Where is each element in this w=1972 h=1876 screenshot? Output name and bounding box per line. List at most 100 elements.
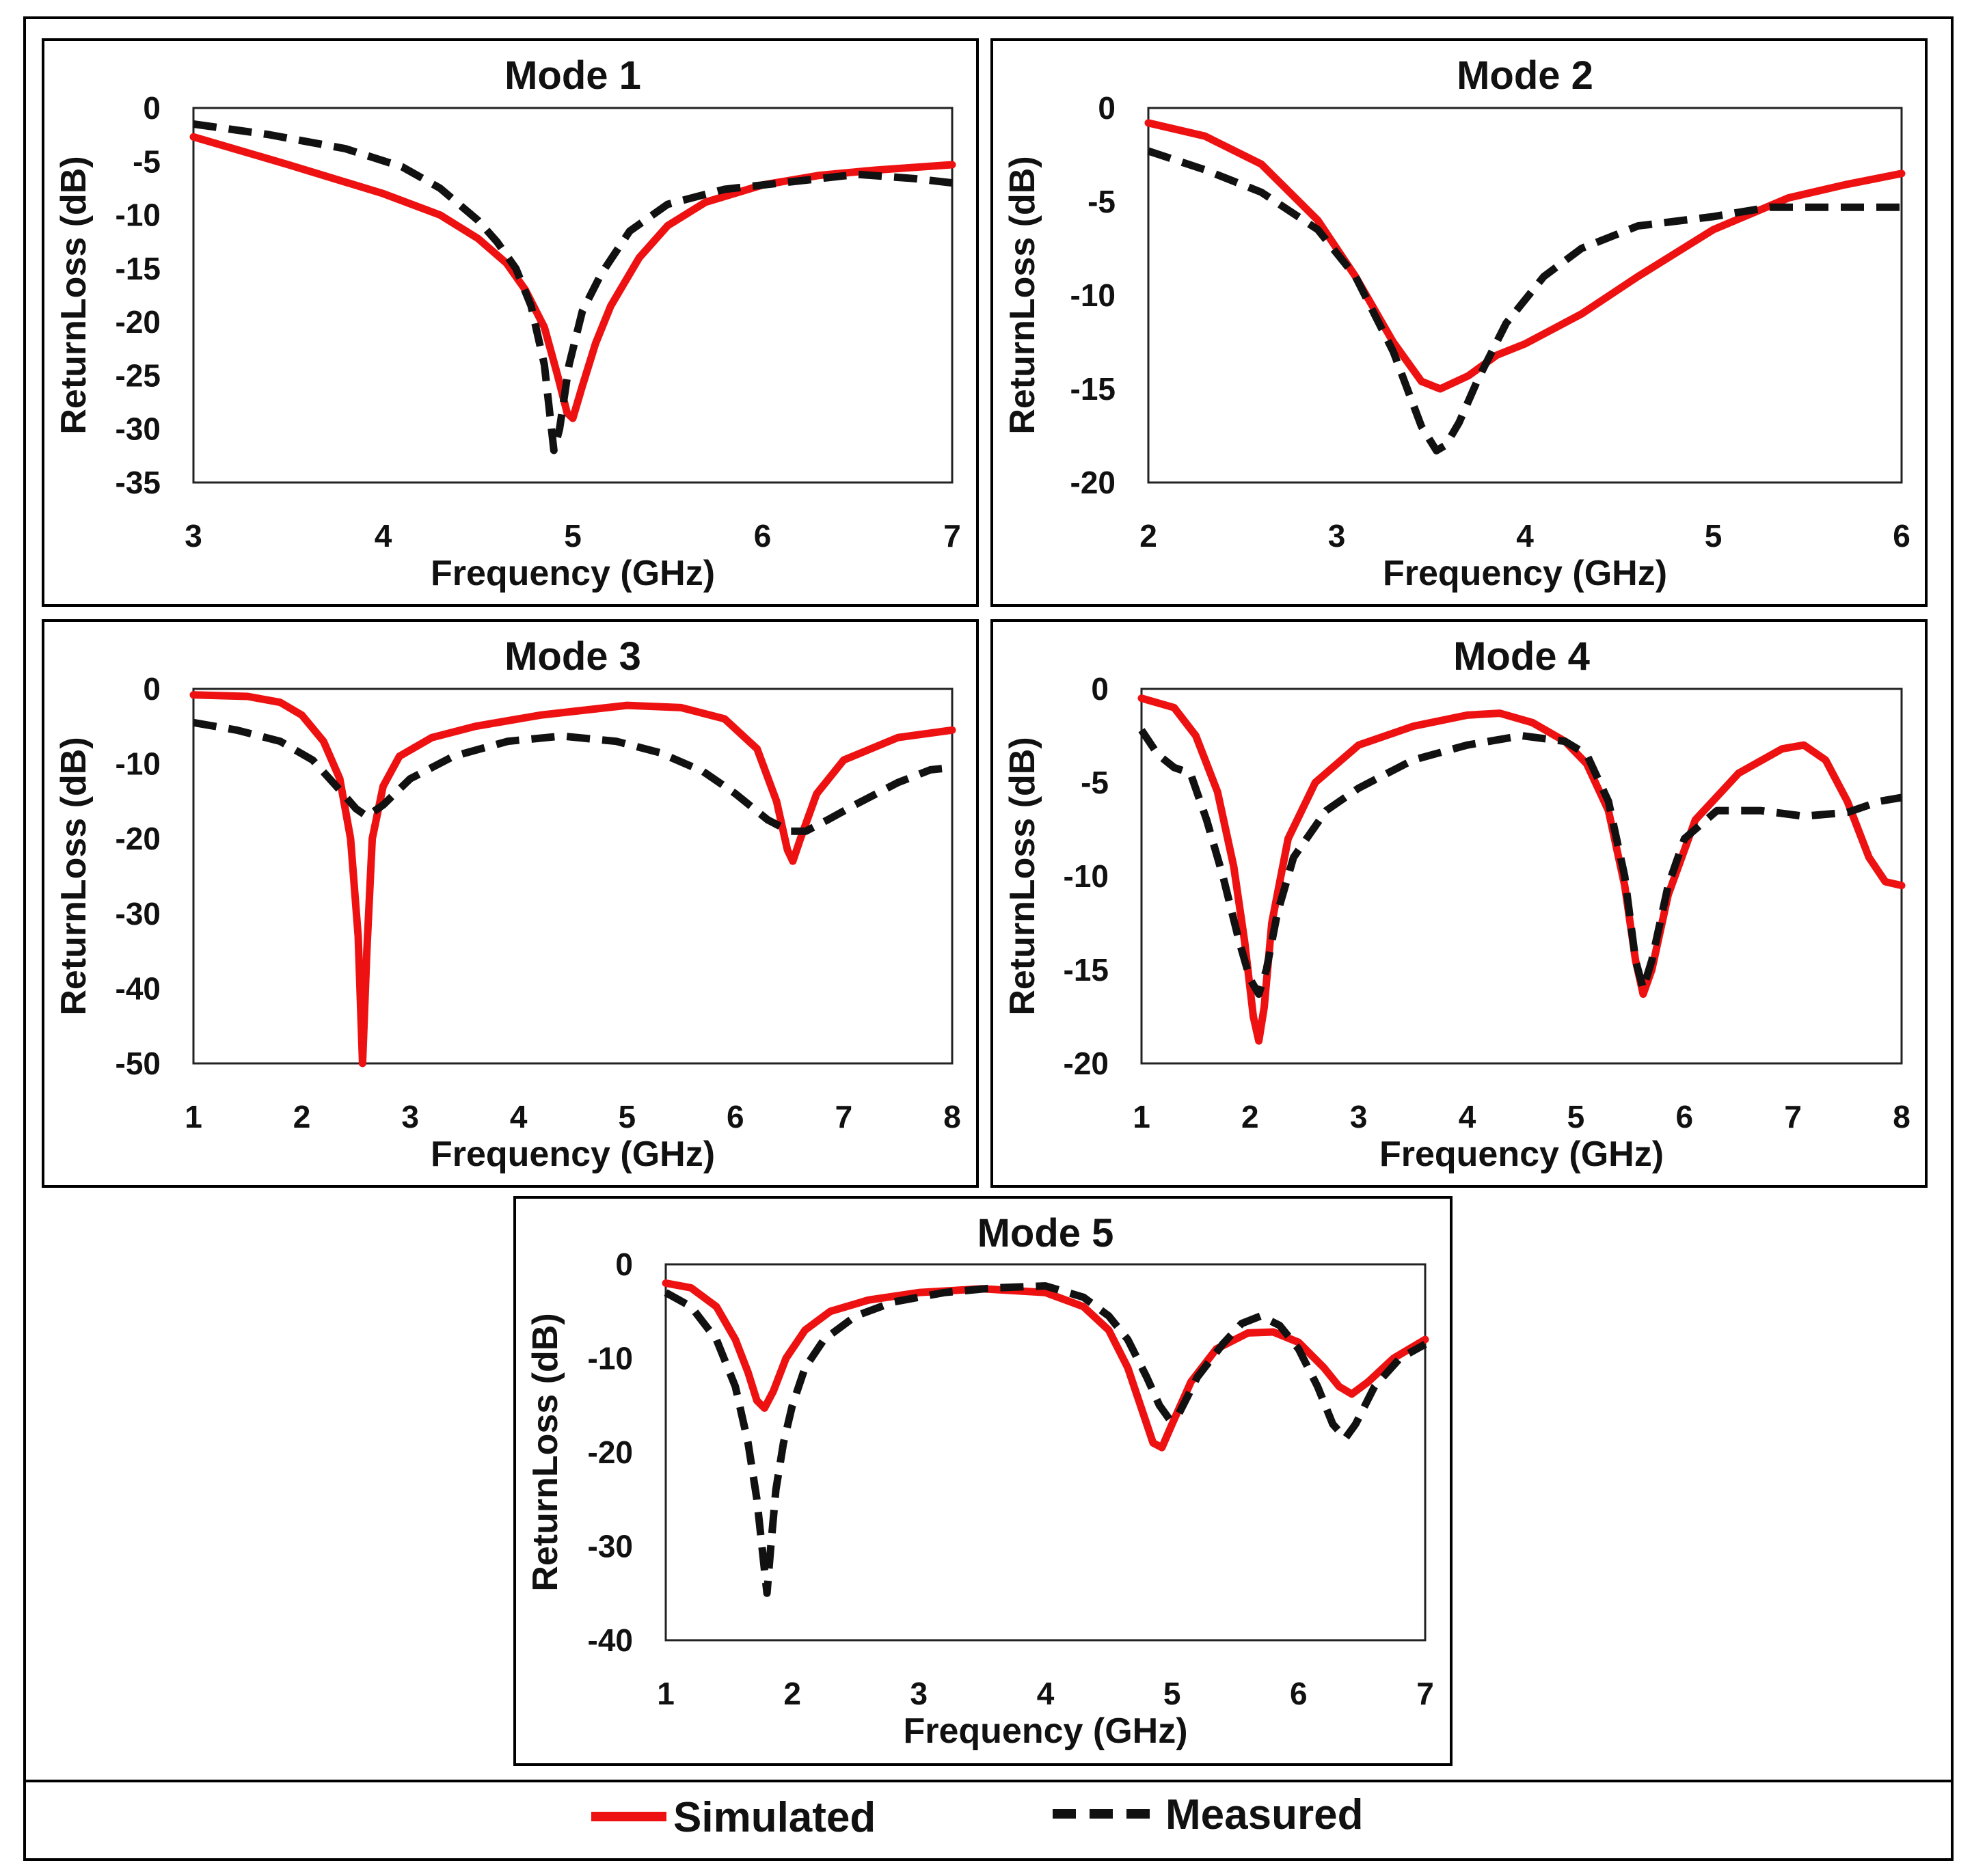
y-axis-label-5: ReturnLoss (dB): [526, 1313, 565, 1591]
x-tick-label: 6: [1675, 1099, 1693, 1134]
y-tick-label: 0: [1091, 671, 1109, 707]
plot-area-4: [1140, 688, 1903, 1065]
chart-panel-2: Mode 2 2 3 4 5 6 0 -5 -10 -15 -20 Frequency (GHz) Re…: [990, 38, 1928, 607]
x-tick-label: 7: [1784, 1099, 1802, 1134]
y-tick-label: -25: [116, 357, 161, 393]
y-tick-label: -30: [116, 896, 161, 932]
x-tick-label: 5: [618, 1099, 636, 1134]
x-tick-label: 2: [1241, 1099, 1259, 1134]
x-tick-label: 7: [1416, 1676, 1434, 1711]
y-tick-label: -30: [588, 1529, 633, 1564]
simulated-line-2: [1144, 119, 1906, 393]
y-tick-label: 0: [1098, 90, 1116, 126]
measured-line-1: [193, 120, 953, 454]
simulated-line-5: [662, 1279, 1429, 1452]
legend-measured-label: Measured: [1165, 1791, 1363, 1838]
x-tick-label: 3: [1350, 1099, 1368, 1134]
y-axis-label-3: ReturnLoss (dB): [54, 737, 94, 1015]
simulated-line-3: [189, 691, 956, 1068]
x-tick-label: 3: [910, 1676, 928, 1711]
y-tick-label: -20: [588, 1435, 633, 1470]
y-tick-label: -10: [1064, 858, 1109, 894]
y-tick-label: -5: [1088, 184, 1116, 219]
x-tick-label: 2: [293, 1099, 311, 1134]
x-axis-label-1: Frequency (GHz): [431, 554, 715, 593]
y-tick-label: -15: [116, 251, 161, 286]
y-tick-label: -40: [588, 1622, 633, 1658]
x-tick-label: 7: [835, 1099, 853, 1134]
x-tick-label: 1: [657, 1676, 675, 1711]
x-tick-label: 3: [185, 518, 202, 554]
plot-area-1: [192, 107, 954, 484]
x-tick-label: 3: [401, 1099, 419, 1134]
x-tick-label: 5: [1705, 518, 1723, 554]
simulated-line-1: [189, 133, 956, 422]
y-tick-label: -15: [1070, 371, 1116, 407]
simulated-line-4: [1137, 694, 1906, 1045]
y-tick-label: -10: [588, 1341, 633, 1376]
chart-panel-1: Mode 1 3 4 5 6 7 0 -5 -10 -15 -20 -25 -30 -35 Frequenc…: [42, 38, 979, 607]
measured-line-4: [1138, 728, 1902, 998]
chart-title-1: Mode 1: [504, 53, 641, 98]
panel-3-frame: [42, 619, 979, 1188]
measured-line-5: [664, 1282, 1427, 1597]
panel-4-frame: [990, 619, 1928, 1188]
x-tick-label: 7: [943, 518, 961, 554]
y-tick-label: -35: [116, 465, 161, 500]
chart-title-3: Mode 3: [504, 634, 641, 679]
x-axis-label-4: Frequency (GHz): [1379, 1134, 1664, 1174]
x-axis-label-5: Frequency (GHz): [903, 1711, 1187, 1751]
x-tick-label: 6: [1290, 1676, 1308, 1711]
y-tick-label: -5: [1081, 765, 1109, 800]
y-tick-label: -10: [116, 198, 161, 233]
x-tick-label: 6: [727, 1099, 744, 1134]
plot-area-3: [192, 688, 954, 1065]
legend: Simulated Measured: [591, 1791, 1363, 1841]
panel-1-frame: [42, 38, 979, 607]
y-tick-label: -5: [133, 144, 161, 179]
y-tick-label: -10: [116, 746, 161, 782]
y-tick-label: -20: [1064, 1046, 1109, 1081]
x-tick-label: 4: [1037, 1676, 1055, 1711]
y-tick-label: -20: [1070, 465, 1116, 500]
panel-2-frame: [990, 38, 1928, 607]
x-tick-label: 4: [1516, 518, 1534, 554]
x-tick-label: 6: [1893, 518, 1910, 554]
y-tick-label: -10: [1070, 277, 1116, 313]
y-axis-label-2: ReturnLoss (dB): [1003, 156, 1042, 434]
y-tick-label: -30: [116, 411, 161, 447]
x-tick-label: 1: [1133, 1099, 1150, 1134]
x-tick-label: 5: [1163, 1676, 1181, 1711]
x-tick-label: 4: [510, 1099, 528, 1134]
y-tick-label: -20: [116, 821, 161, 856]
y-tick-label: -40: [116, 970, 161, 1006]
x-tick-label: 5: [564, 518, 582, 554]
x-tick-label: 8: [1893, 1099, 1910, 1134]
panel-5-frame: [513, 1196, 1453, 1766]
x-tick-label: 2: [783, 1676, 801, 1711]
chart-title-2: Mode 2: [1457, 53, 1593, 98]
y-tick-label: 0: [143, 90, 161, 126]
x-tick-label: 3: [1328, 518, 1346, 554]
measured-line-3: [193, 718, 953, 835]
measured-line-2: [1147, 147, 1902, 454]
x-axis-label-2: Frequency (GHz): [1383, 554, 1667, 593]
x-tick-label: 8: [943, 1099, 961, 1134]
y-tick-label: 0: [615, 1247, 633, 1282]
x-axis-label-3: Frequency (GHz): [431, 1134, 715, 1174]
x-tick-label: 4: [375, 518, 392, 554]
panels: Mode 1 3 4 5 6 7 0 -5 -10 -15 -20 -25 -30 -35 Frequenc…: [42, 38, 1928, 1766]
plot-area-5: [664, 1263, 1427, 1642]
y-axis-label-4: ReturnLoss (dB): [1003, 737, 1042, 1015]
y-axis-label-1: ReturnLoss (dB): [54, 156, 94, 434]
chart-title-4: Mode 4: [1453, 634, 1590, 679]
y-tick-label: -50: [116, 1046, 161, 1081]
y-tick-label: -15: [1064, 952, 1109, 988]
x-tick-label: 4: [1459, 1099, 1476, 1134]
y-tick-label: -20: [116, 304, 161, 340]
x-tick-label: 5: [1567, 1099, 1585, 1134]
chart-panel-4: Mode 4 1 2 3 4 5 6 7 8 0 -5 -10 -15 -20 Frequency (GHz…: [990, 619, 1928, 1188]
figure-outer-frame: [23, 16, 1954, 1861]
x-tick-label: 6: [754, 518, 772, 554]
